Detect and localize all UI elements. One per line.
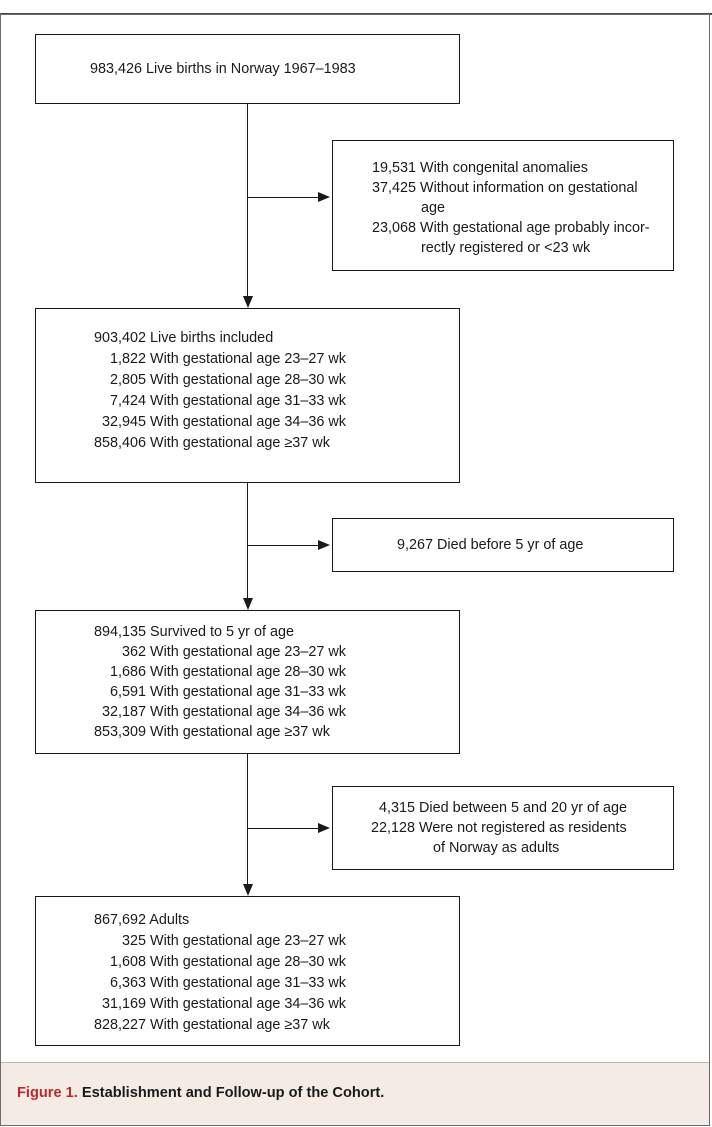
box-included: 903,402 Live births included 1,822 With … — [35, 308, 460, 483]
arrow-down-icon — [243, 296, 253, 308]
included-line: 903,402 Live births included — [93, 330, 274, 346]
adults-line: 1,608 With gestational age 28–30 wk — [109, 954, 346, 970]
died-5-20-line: of Norway as adults — [433, 840, 560, 856]
adults-line: 6,363 With gestational age 31–33 wk — [109, 975, 346, 991]
box-adults: 867,692 Adults 325 With gestational age … — [35, 896, 460, 1046]
connector-line — [247, 104, 248, 296]
connector-line — [247, 197, 318, 198]
adults-line: 867,692 Adults — [93, 912, 190, 928]
connector-line — [247, 754, 248, 884]
survived-line: 32,187 With gestational age 34–36 wk — [101, 704, 346, 720]
survived-line: 1,686 With gestational age 28–30 wk — [109, 664, 346, 680]
box-live-births: 983,426 Live births in Norway 1967–1983 — [35, 34, 460, 104]
figure-caption: Figure 1. Establishment and Follow-up of… — [1, 1062, 709, 1125]
box-died-before-5: 9,267 Died before 5 yr of age — [332, 518, 674, 572]
survived-line: 853,309 With gestational age ≥37 wk — [93, 724, 330, 740]
connector-line — [247, 828, 318, 829]
box-survived-5: 894,135 Survived to 5 yr of age 362 With… — [35, 610, 460, 754]
exclusion-line: 37,425 Without information on gestationa… — [371, 180, 638, 196]
exclusion-line: 19,531 With congenital anomalies — [371, 160, 588, 176]
survived-line: 894,135 Survived to 5 yr of age — [93, 624, 294, 640]
survived-line: 6,591 With gestational age 31–33 wk — [109, 684, 346, 700]
included-line: 858,406 With gestational age ≥37 wk — [93, 435, 330, 451]
arrow-right-icon — [318, 823, 330, 833]
box-exclusions: 19,531 With congenital anomalies 37,425 … — [332, 140, 674, 271]
exclusion-line: age — [421, 200, 446, 216]
adults-line: 325 With gestational age 23–27 wk — [121, 933, 346, 949]
connector-line — [247, 545, 318, 546]
box-live-births-text: 983,426 Live births in Norway 1967–1983 — [90, 61, 356, 77]
included-line: 32,945 With gestational age 34–36 wk — [101, 414, 346, 430]
died-5-20-line: 22,128 Were not registered as residents — [370, 820, 627, 836]
included-line: 2,805 With gestational age 28–30 wk — [109, 372, 346, 388]
included-line: 7,424 With gestational age 31–33 wk — [109, 393, 346, 409]
exclusion-line: 23,068 With gestational age probably inc… — [371, 220, 650, 236]
arrow-down-icon — [243, 598, 253, 610]
adults-line: 828,227 With gestational age ≥37 wk — [93, 1017, 330, 1033]
figure-label: Figure 1. — [17, 1085, 78, 1101]
box-died-before-5-text: 9,267 Died before 5 yr of age — [397, 537, 584, 553]
arrow-right-icon — [318, 192, 330, 202]
box-died-5-20: 4,315 Died between 5 and 20 yr of age 22… — [332, 786, 674, 870]
arrow-down-icon — [243, 884, 253, 896]
exclusion-line: rectly registered or <23 wk — [421, 240, 591, 256]
arrow-right-icon — [318, 540, 330, 550]
connector-line — [247, 483, 248, 598]
included-line: 1,822 With gestational age 23–27 wk — [109, 351, 346, 367]
figure-title: Establishment and Follow-up of the Cohor… — [81, 1085, 385, 1101]
adults-line: 31,169 With gestational age 34–36 wk — [101, 996, 346, 1012]
survived-line: 362 With gestational age 23–27 wk — [121, 644, 346, 660]
caption-text: Figure 1. Establishment and Follow-up of… — [17, 1085, 384, 1101]
died-5-20-line: 4,315 Died between 5 and 20 yr of age — [378, 800, 628, 816]
